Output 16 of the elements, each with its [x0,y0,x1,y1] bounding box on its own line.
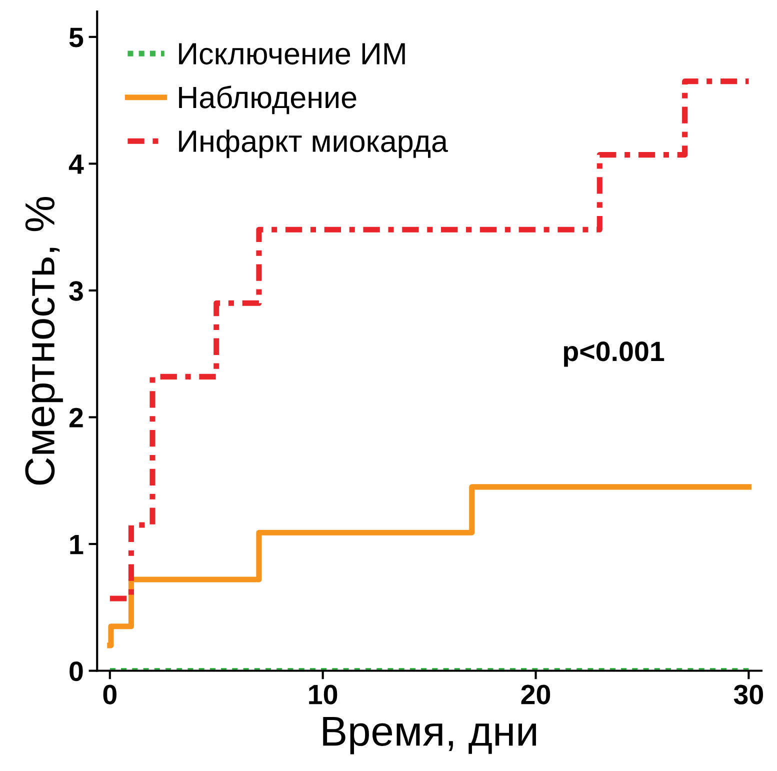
legend-label: Инфаркт миокарда [179,130,448,158]
y-tick-label: 3 [69,281,83,301]
y-tick-label: 4 [68,154,84,174]
y-tick-label: 2 [69,408,83,428]
legend-label: Наблюдение [179,86,356,114]
y-axis-title: Смертность, % [25,197,63,485]
x-tick-label: 0 [103,684,116,704]
x-tick-label: 30 [734,684,763,704]
y-tick-label: 1 [70,534,84,554]
y-tick-label: 0 [70,661,83,682]
x-axis-title: Время, дни [323,716,536,754]
legend-label: Исключение ИМ [179,43,405,65]
x-tick-label: 10 [309,684,338,704]
annotation: p<0.001 [564,342,664,367]
y-tick-label: 5 [69,28,84,48]
x-tick-label: 20 [521,684,550,704]
